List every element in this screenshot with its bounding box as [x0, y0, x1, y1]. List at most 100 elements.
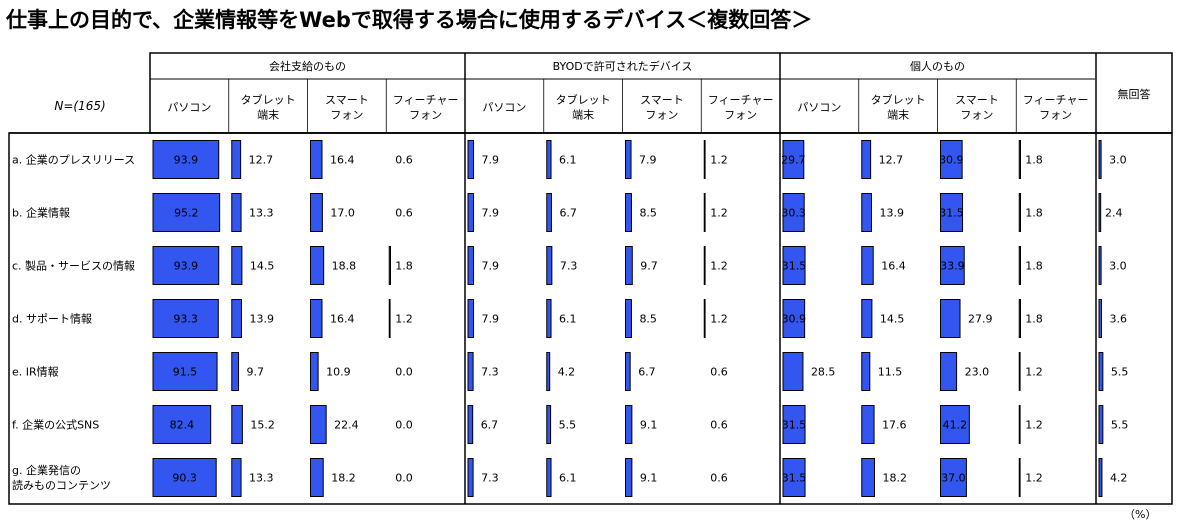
bar [625, 405, 633, 444]
data-label: 4.2 [558, 366, 576, 379]
data-label: 37.0 [941, 472, 966, 485]
bar [467, 458, 474, 497]
bar [940, 405, 970, 444]
bar [231, 458, 242, 497]
data-label: 30.9 [782, 313, 807, 326]
bar [1018, 458, 1021, 497]
bar [861, 246, 874, 285]
bar [231, 193, 242, 232]
data-label: 7.3 [481, 366, 499, 379]
data-label: 1.2 [1025, 366, 1043, 379]
data-label: 1.8 [1025, 207, 1043, 220]
data-label: 30.3 [781, 207, 806, 220]
data-label: 6.1 [559, 154, 577, 167]
bar [1018, 299, 1022, 338]
category-label: a. 企業のプレスリリース [12, 153, 135, 167]
data-label: 5.5 [1111, 366, 1129, 379]
chart-title: 仕事上の目的で、企業情報等をWebで取得する場合に使用するデバイス＜複数回答＞ [6, 8, 813, 32]
bar [310, 458, 324, 497]
data-label: 13.9 [249, 313, 273, 326]
column-header-label: スマートフォン [640, 94, 684, 122]
bar [388, 299, 391, 338]
data-label: 7.9 [482, 260, 500, 273]
bar [310, 405, 327, 444]
data-label: 93.3 [173, 313, 198, 326]
bar [625, 352, 631, 391]
bar [231, 299, 242, 338]
bar [152, 193, 221, 232]
bar [861, 193, 872, 232]
data-label: 28.5 [811, 366, 836, 379]
data-label: 9.7 [247, 366, 264, 379]
bar [1098, 352, 1104, 391]
bar [546, 140, 552, 179]
data-label: 82.4 [170, 419, 195, 432]
data-label: 18.2 [882, 472, 907, 485]
data-label: 0.6 [710, 419, 728, 432]
data-label: 5.5 [559, 419, 577, 432]
data-label: 16.4 [330, 313, 355, 326]
data-label: 4.2 [1110, 472, 1128, 485]
bar [861, 352, 871, 391]
data-label: 1.2 [710, 260, 728, 273]
data-label: 13.9 [879, 207, 904, 220]
data-label: 18.2 [331, 472, 356, 485]
data-label: 5.5 [1111, 419, 1129, 432]
unit-label: （%） [1124, 508, 1157, 521]
data-label: 2.4 [1105, 207, 1123, 220]
data-label: 31.5 [939, 207, 964, 220]
column-header-label: フィーチャーフォン [393, 94, 459, 122]
bar [1018, 352, 1021, 391]
category-label: c. 製品・サービスの情報 [12, 259, 135, 273]
bar [152, 299, 219, 338]
data-label: 9.1 [640, 419, 658, 432]
data-label: 41.2 [943, 419, 968, 432]
column-header-label: フィーチャーフォン [1023, 94, 1089, 122]
bar [861, 458, 875, 497]
data-label: 0.0 [395, 419, 413, 432]
data-label: 9.1 [640, 472, 658, 485]
bar [310, 299, 323, 338]
data-label: 3.6 [1110, 313, 1128, 326]
bar [152, 140, 220, 179]
category-label: d. サポート情報 [12, 313, 92, 326]
data-label: 17.0 [330, 207, 355, 220]
bar [231, 405, 243, 444]
data-label: 14.5 [880, 313, 905, 326]
data-label: 7.3 [560, 260, 578, 273]
bar [231, 352, 240, 391]
bar [231, 246, 243, 285]
bar [1018, 193, 1022, 232]
bar [310, 352, 319, 391]
bar [310, 193, 323, 232]
bar [546, 405, 552, 444]
data-label: 1.8 [1025, 313, 1043, 326]
bar [310, 246, 325, 285]
data-label: 0.0 [395, 472, 413, 485]
data-label: 30.9 [939, 154, 964, 167]
bar [152, 458, 217, 497]
bar [625, 458, 633, 497]
bar [546, 193, 552, 232]
data-label: 8.5 [639, 207, 657, 220]
bar [782, 193, 805, 232]
data-label: 1.2 [395, 313, 413, 326]
group-header-label: BYODで許可されたデバイス [553, 59, 693, 73]
bar [1098, 405, 1104, 444]
data-label: 1.2 [710, 207, 728, 220]
column-header-label: タブレット端末 [241, 93, 296, 122]
data-label: 6.1 [559, 313, 577, 326]
bar [467, 405, 474, 444]
bar [703, 140, 706, 179]
category-label: b. 企業情報 [12, 206, 70, 220]
data-label: 29.7 [781, 154, 806, 167]
bar [1098, 193, 1102, 232]
data-label: 12.7 [249, 154, 274, 167]
bar [703, 246, 706, 285]
bar [782, 246, 806, 285]
data-label: 11.5 [878, 366, 903, 379]
bar [940, 352, 958, 391]
bar [231, 140, 242, 179]
bar [625, 246, 633, 285]
